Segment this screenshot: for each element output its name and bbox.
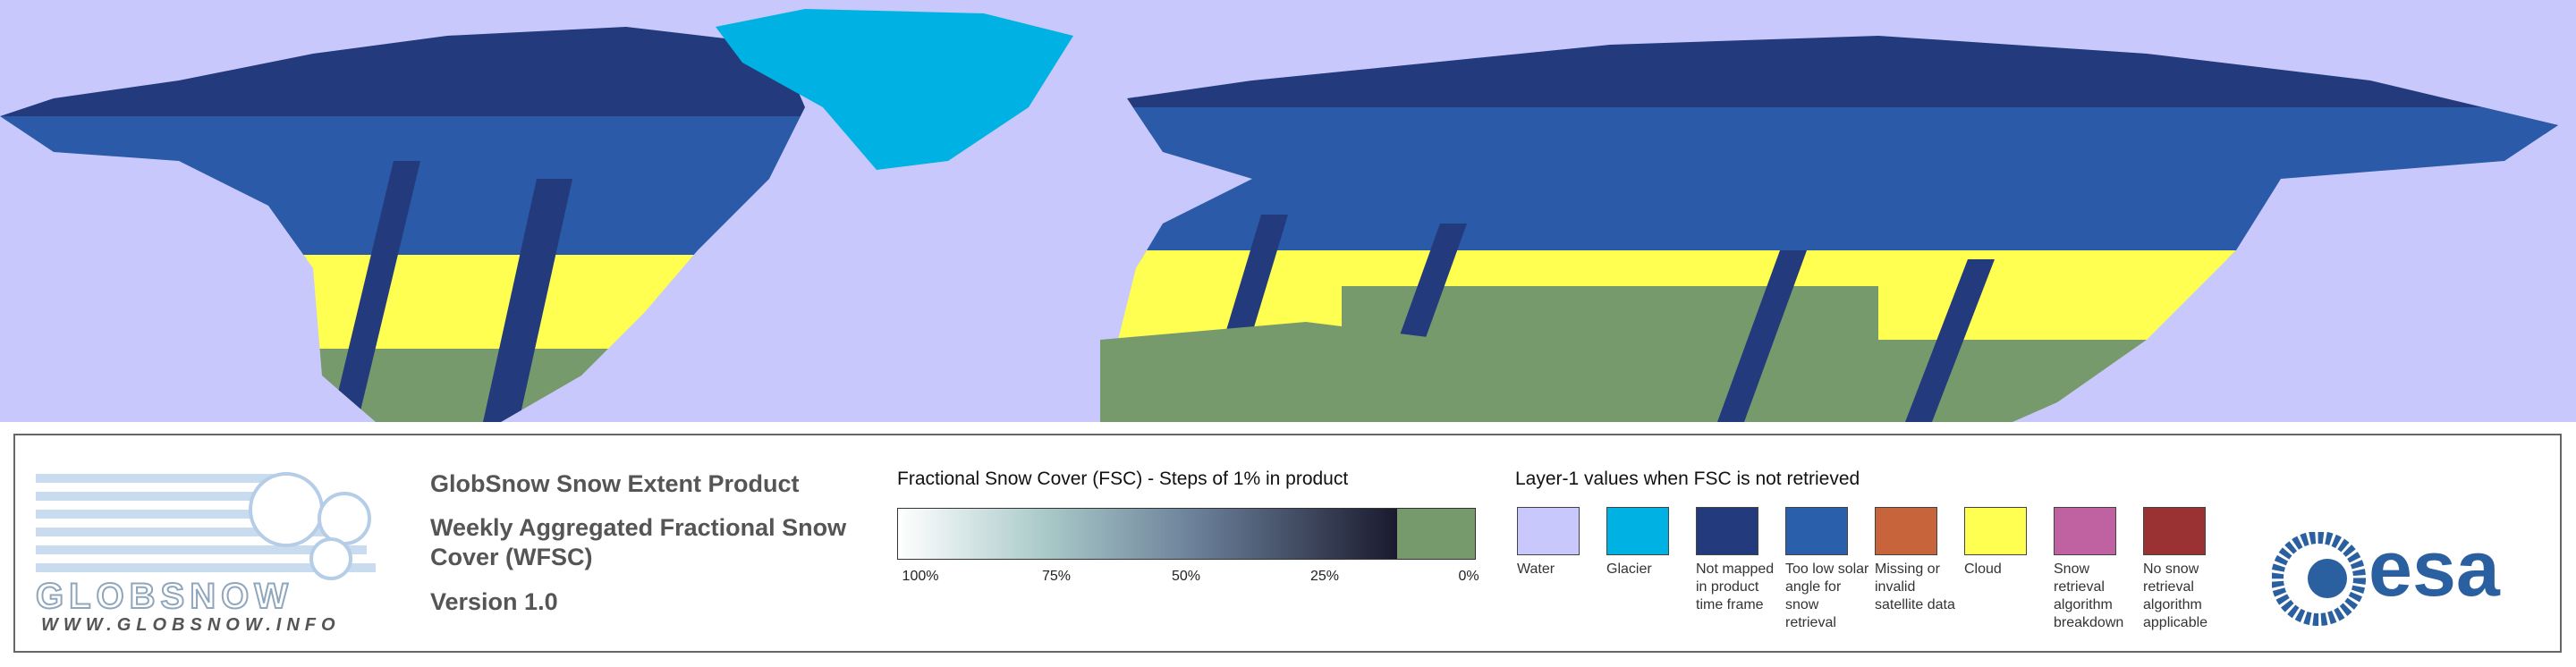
legend-swatch	[1785, 507, 1848, 555]
legend-swatch	[1696, 507, 1758, 555]
product-subtitle: Weekly Aggregated Fractional Snow Cover …	[430, 514, 847, 570]
legend-swatch	[2054, 507, 2116, 555]
legend-label: Not mapped in product time frame	[1696, 561, 1775, 612]
fsc-tick-label: 100%	[902, 569, 939, 584]
product-version: Version 1.0	[430, 588, 558, 615]
legend-label: Cloud	[1964, 561, 2002, 577]
legend-label: Water	[1517, 561, 1555, 577]
product-title: GlobSnow Snow Extent Product	[430, 470, 800, 497]
fsc-colorbar	[897, 508, 1476, 560]
legend-swatch	[1875, 507, 1937, 555]
legend-label: Snow retrieval algorithm breakdown	[2054, 561, 2124, 630]
legend-label: Too low solar angle for snow retrieval	[1785, 561, 1869, 630]
legend-panel	[13, 434, 2562, 653]
esa-text: esa	[2368, 524, 2500, 612]
logo-stripes	[36, 472, 376, 580]
esa-logo: esa	[2272, 524, 2540, 626]
legend-swatch	[1964, 507, 2027, 555]
legend-label: No snow retrieval algorithm applicable	[2143, 561, 2208, 630]
legend-label: Glacier	[1606, 561, 1652, 577]
fsc-tick-label: 50%	[1171, 569, 1201, 584]
fsc-no-snow	[1397, 509, 1475, 559]
fsc-gradient	[898, 509, 1398, 559]
legend-swatch	[1606, 507, 1669, 555]
fsc-legend-title: Fractional Snow Cover (FSC) - Steps of 1…	[897, 469, 1349, 489]
fsc-tick-label: 0%	[1458, 569, 1479, 584]
africa	[1100, 322, 1574, 422]
layer1-legend-title: Layer-1 values when FSC is not retrieved	[1515, 469, 1860, 489]
snow-map	[0, 0, 2576, 422]
legend-label: Missing or invalid satellite data	[1875, 561, 1955, 612]
legend-swatch	[1517, 507, 1580, 555]
globsnow-logo-graphic	[36, 469, 380, 586]
logo-name: GLOBSNOW	[35, 576, 293, 617]
fsc-tick-label: 75%	[1041, 569, 1072, 584]
eurasia	[1109, 36, 2558, 422]
logo-url: WWW.GLOBSNOW.INFO	[41, 615, 341, 635]
fsc-tick-label: 25%	[1309, 569, 1340, 584]
esa-emblem	[2272, 532, 2366, 626]
greenland	[716, 9, 1073, 170]
legend-swatch	[2143, 507, 2206, 555]
